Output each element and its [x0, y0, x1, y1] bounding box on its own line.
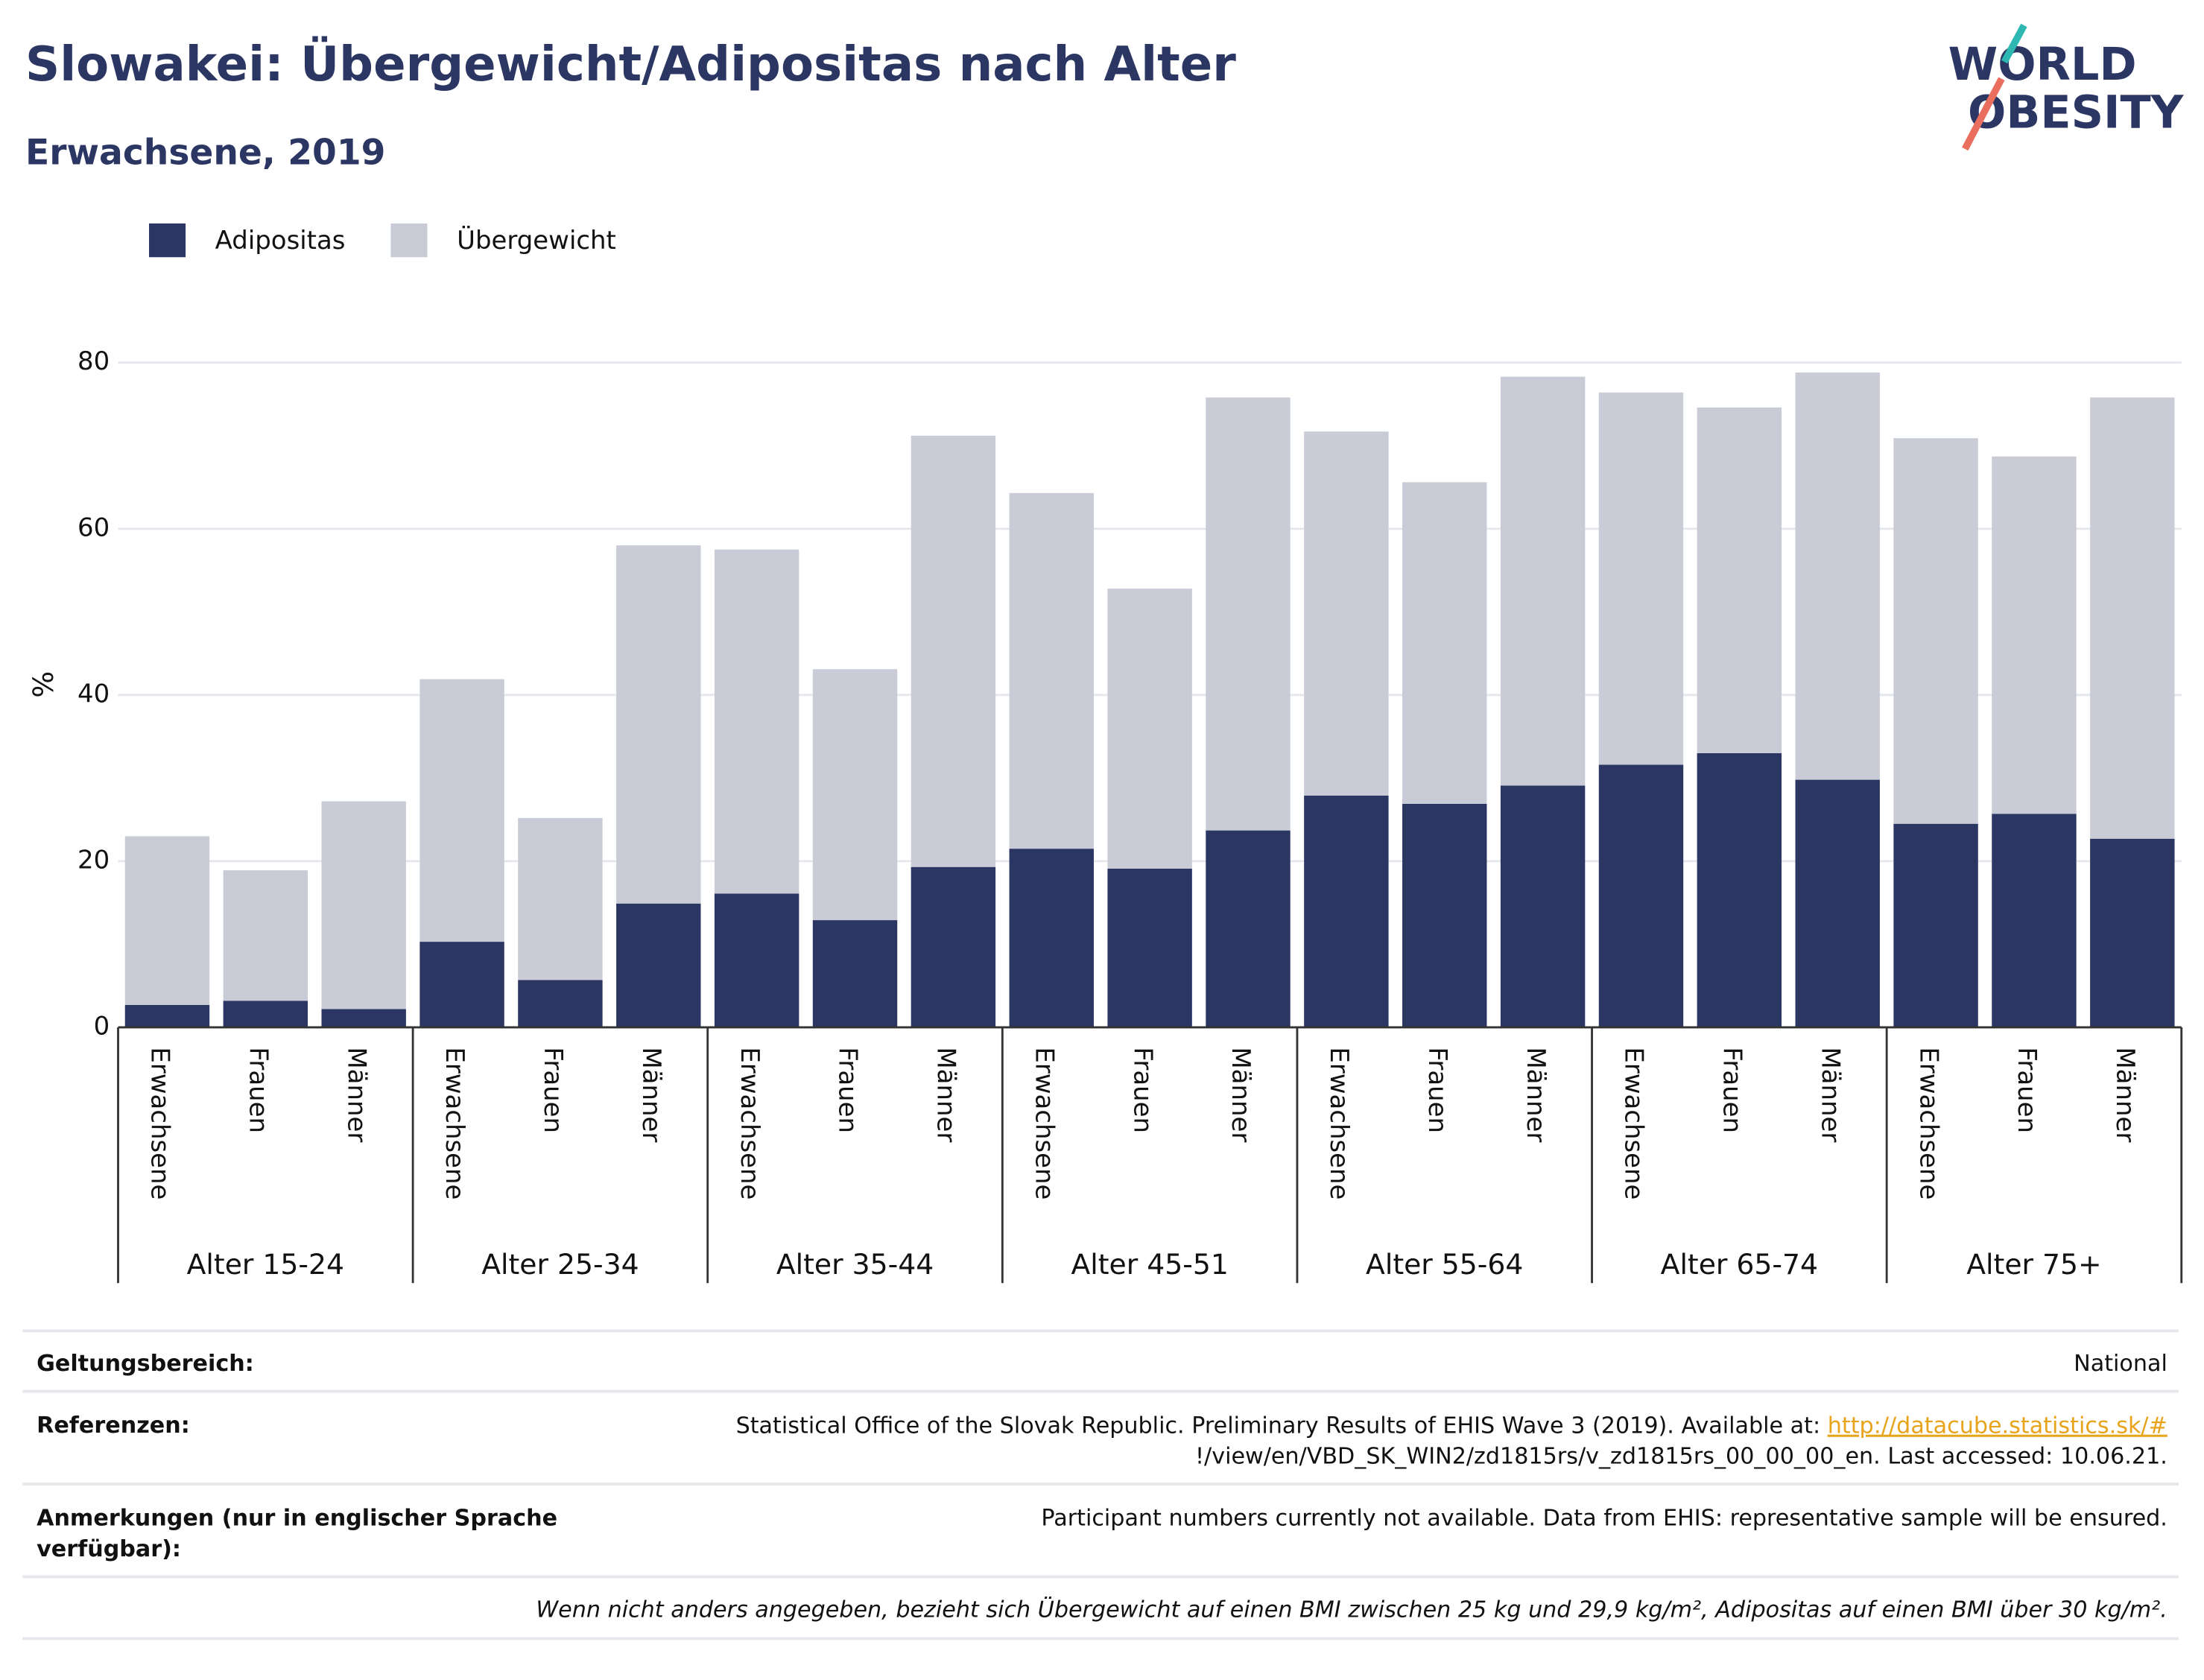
y-tick-label: 80	[77, 346, 110, 376]
bar-segment	[1009, 492, 1094, 849]
bar-segment	[2090, 397, 2175, 839]
bar-segment	[616, 903, 701, 1027]
footer-label: Anmerkungen (nur in englischer Sprache	[37, 1506, 557, 1532]
logo-text: WORLD	[1948, 39, 2137, 91]
x-tick-label: Männer	[636, 1047, 666, 1142]
x-tick-label: Frauen	[244, 1047, 273, 1133]
logo-slash	[1962, 77, 2005, 151]
logo-slash	[2001, 23, 2027, 64]
x-tick-label: Frauen	[833, 1047, 863, 1133]
x-tick-label: Erwachsene	[440, 1047, 469, 1199]
y-tick-label: 40	[77, 679, 110, 709]
x-tick-label: Männer	[2110, 1047, 2140, 1142]
bar-segment	[321, 1009, 406, 1027]
bar-segment	[812, 920, 898, 1027]
bar-segment	[1500, 785, 1586, 1027]
group-label: Alter 75+	[1966, 1248, 2101, 1281]
group-label: Alter 55-64	[1366, 1248, 1523, 1281]
x-tick-label: Männer	[1226, 1047, 1255, 1142]
legend-swatch	[149, 223, 186, 258]
y-tick-label: 20	[77, 845, 110, 875]
bar-segment	[124, 836, 210, 1005]
bar-segment	[616, 545, 701, 904]
bar-segment	[1598, 392, 1684, 765]
bar-segment	[1697, 752, 1782, 1027]
x-tick-label: Männer	[1521, 1047, 1551, 1142]
bar-segment	[223, 1001, 308, 1027]
x-tick-label: Frauen	[1717, 1047, 1747, 1133]
bar-segment	[419, 679, 504, 942]
x-tick-label: Männer	[341, 1047, 371, 1142]
logo-text: OBESITY	[1968, 86, 2185, 139]
bar-segment	[1992, 814, 2077, 1027]
bar-segment	[1893, 438, 1978, 824]
legend-label: Übergewicht	[457, 225, 616, 256]
bar-segment	[518, 817, 603, 980]
y-tick-label: 60	[77, 513, 110, 542]
bar-segment	[321, 801, 406, 1009]
group-label: Alter 25-34	[481, 1248, 639, 1281]
x-tick-label: Männer	[931, 1047, 961, 1142]
bar-segment	[1500, 376, 1586, 786]
y-axis-label: %	[27, 671, 60, 698]
x-tick-label: Frauen	[1422, 1047, 1452, 1133]
x-tick-label: Männer	[1815, 1047, 1845, 1142]
bar-segment	[1304, 795, 1389, 1027]
footer-value: Statistical Office of the Slovak Republi…	[736, 1413, 2167, 1439]
bar-segment	[1402, 482, 1487, 804]
bar-segment	[1992, 456, 2077, 814]
footer-value: Participant numbers currently not availa…	[1041, 1506, 2167, 1532]
bar-segment	[1206, 397, 1291, 831]
bar-segment	[223, 870, 308, 1001]
footer-label: Referenzen:	[37, 1413, 190, 1439]
x-tick-label: Erwachsene	[1324, 1047, 1354, 1199]
group-label: Alter 65-74	[1661, 1248, 1818, 1281]
x-tick-label: Erwachsene	[1913, 1047, 1943, 1199]
bar-segment	[1107, 868, 1192, 1027]
footer-value: !/view/en/VBD_SK_WIN2/zd1815rs/v_zd1815r…	[1195, 1444, 2167, 1470]
bar-segment	[812, 669, 898, 921]
bar-segment	[124, 1004, 210, 1027]
footer-note: Wenn nicht anders angegeben, bezieht sic…	[536, 1595, 2167, 1623]
bar-segment	[1304, 431, 1389, 796]
legend-swatch	[390, 223, 428, 258]
x-tick-label: Erwachsene	[145, 1047, 175, 1199]
bar-segment	[1795, 779, 1880, 1027]
group-label: Alter 15-24	[187, 1248, 344, 1281]
bar-segment	[1206, 830, 1291, 1027]
bar-segment	[1402, 803, 1487, 1027]
bar-segment	[911, 435, 996, 867]
x-tick-label: Frauen	[538, 1047, 568, 1133]
bar-segment	[419, 942, 504, 1027]
reference-text: Statistical Office of the Slovak Republi…	[736, 1413, 1828, 1439]
bar-segment	[911, 866, 996, 1027]
bar-segment	[2090, 838, 2175, 1027]
x-tick-label: Erwachsene	[1029, 1047, 1059, 1199]
footer-label: verfügbar):	[37, 1536, 181, 1562]
footer-value: National	[2074, 1351, 2167, 1377]
bar-segment	[1893, 823, 1978, 1027]
bar-segment	[714, 549, 799, 894]
group-label: Alter 35-44	[776, 1248, 934, 1281]
bar-segment	[1697, 407, 1782, 753]
bar-segment	[1598, 764, 1684, 1027]
y-tick-label: 0	[94, 1011, 110, 1041]
bar-segment	[518, 980, 603, 1027]
group-label: Alter 45-51	[1071, 1248, 1228, 1281]
bar-segment	[714, 893, 799, 1027]
x-tick-label: Erwachsene	[1619, 1047, 1649, 1199]
reference-link: http://datacube.statistics.sk/#	[1828, 1413, 2167, 1439]
x-tick-label: Frauen	[2012, 1047, 2042, 1133]
footer-label: Geltungsbereich:	[37, 1351, 254, 1377]
legend-label: Adipositas	[215, 226, 346, 256]
bar-segment	[1107, 589, 1192, 869]
bar-segment	[1795, 373, 1880, 780]
x-tick-label: Erwachsene	[735, 1047, 764, 1199]
chart-subtitle: Erwachsene, 2019	[25, 133, 385, 174]
x-tick-label: Frauen	[1127, 1047, 1157, 1133]
bar-segment	[1009, 849, 1094, 1027]
chart-title: Slowakei: Übergewicht/Adipositas nach Al…	[25, 36, 1236, 92]
